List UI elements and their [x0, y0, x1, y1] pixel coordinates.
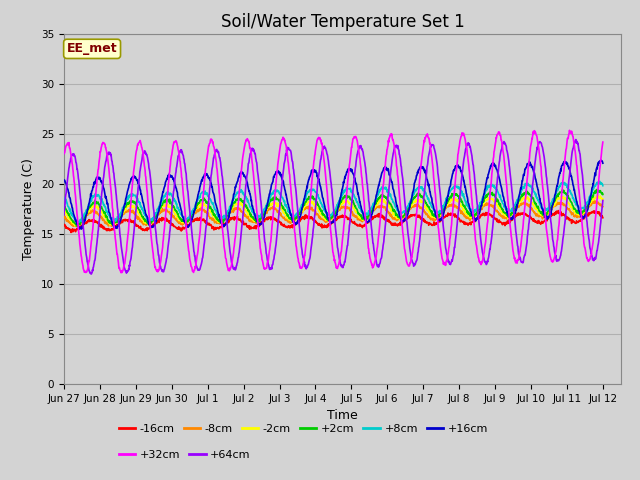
+64cm [540, 151, 547, 156]
-8cm [60, 215, 68, 221]
+16cm [461, 182, 468, 188]
-8cm [145, 221, 152, 227]
+2cm [593, 189, 600, 194]
+2cm [319, 211, 327, 217]
+2cm [73, 223, 81, 229]
+32cm [599, 139, 607, 145]
-8cm [319, 216, 327, 222]
Line: +64cm: +64cm [64, 140, 603, 274]
Line: +8cm: +8cm [64, 181, 603, 222]
-16cm [60, 222, 68, 228]
+64cm [60, 212, 68, 218]
-8cm [309, 207, 317, 213]
+32cm [117, 270, 125, 276]
+64cm [572, 137, 580, 143]
Line: +16cm: +16cm [64, 160, 603, 229]
Legend: +32cm, +64cm: +32cm, +64cm [114, 445, 255, 464]
-16cm [145, 226, 152, 231]
+16cm [145, 221, 152, 227]
+2cm [60, 203, 68, 208]
+8cm [60, 195, 68, 201]
+16cm [540, 211, 547, 216]
-16cm [309, 217, 317, 223]
+16cm [319, 198, 327, 204]
Y-axis label: Temperature (C): Temperature (C) [22, 158, 35, 260]
-2cm [60, 209, 68, 215]
+16cm [60, 177, 68, 183]
+32cm [461, 134, 468, 140]
-16cm [599, 215, 607, 221]
-2cm [540, 213, 547, 219]
-16cm [461, 221, 468, 227]
+32cm [540, 192, 547, 198]
+16cm [597, 157, 605, 163]
-16cm [540, 219, 547, 225]
+64cm [145, 161, 152, 167]
+2cm [309, 194, 317, 200]
-2cm [145, 220, 152, 226]
-8cm [593, 199, 600, 204]
-8cm [461, 214, 468, 219]
-2cm [309, 202, 317, 207]
-2cm [593, 194, 600, 200]
+2cm [540, 211, 547, 217]
+64cm [599, 198, 607, 204]
-8cm [73, 224, 81, 229]
Line: +2cm: +2cm [64, 190, 603, 226]
-2cm [71, 223, 79, 228]
+64cm [87, 271, 95, 277]
+32cm [319, 152, 327, 158]
+8cm [76, 219, 83, 225]
+8cm [461, 195, 468, 201]
+16cm [76, 226, 83, 232]
-2cm [461, 208, 468, 214]
-2cm [599, 196, 607, 202]
+32cm [309, 166, 317, 171]
Line: -2cm: -2cm [64, 195, 603, 226]
Line: -8cm: -8cm [64, 201, 603, 227]
Line: -16cm: -16cm [64, 211, 603, 232]
-16cm [319, 224, 327, 230]
+8cm [145, 217, 152, 223]
+64cm [593, 251, 600, 256]
+32cm [566, 128, 573, 133]
+8cm [596, 179, 604, 184]
+8cm [319, 205, 327, 211]
+2cm [461, 203, 468, 209]
+8cm [540, 207, 547, 213]
+2cm [599, 192, 607, 197]
+64cm [309, 226, 317, 232]
+8cm [599, 183, 607, 189]
X-axis label: Time: Time [327, 409, 358, 422]
+16cm [593, 167, 600, 173]
+32cm [145, 206, 152, 212]
Line: +32cm: +32cm [64, 131, 603, 273]
+2cm [145, 222, 152, 228]
+8cm [309, 187, 317, 192]
-2cm [593, 192, 601, 198]
Text: EE_met: EE_met [67, 42, 117, 55]
+64cm [319, 144, 327, 150]
+64cm [461, 153, 468, 159]
+2cm [593, 187, 600, 192]
+16cm [599, 160, 607, 166]
+16cm [309, 168, 317, 174]
-16cm [554, 208, 562, 214]
-2cm [319, 215, 327, 221]
Title: Soil/Water Temperature Set 1: Soil/Water Temperature Set 1 [221, 12, 464, 31]
-8cm [540, 214, 547, 220]
+8cm [593, 181, 600, 187]
-16cm [67, 229, 75, 235]
-8cm [599, 204, 607, 210]
+32cm [60, 151, 68, 156]
+32cm [593, 204, 600, 210]
-8cm [591, 198, 598, 204]
-16cm [593, 210, 600, 216]
